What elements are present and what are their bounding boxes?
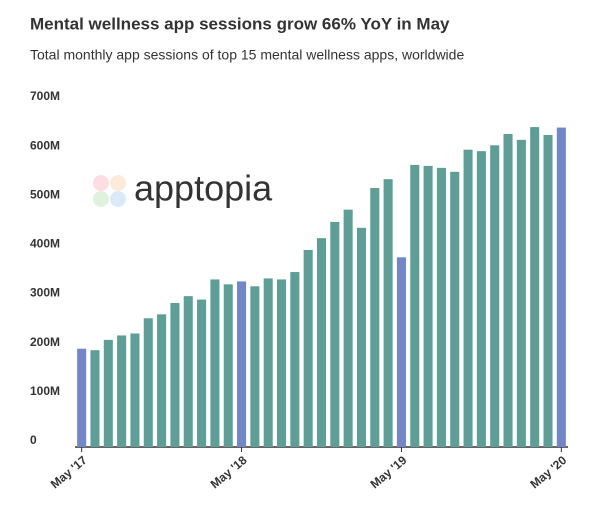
bar xyxy=(250,286,260,447)
chart-title: Mental wellness app sessions grow 66% Yo… xyxy=(30,14,450,33)
y-tick-label: 400M xyxy=(30,237,60,251)
bar xyxy=(77,348,87,447)
y-tick-label: 600M xyxy=(30,138,60,152)
y-tick-label: 500M xyxy=(30,187,60,201)
bar xyxy=(90,350,100,447)
bar xyxy=(503,133,513,447)
watermark-logo xyxy=(93,175,126,207)
bar xyxy=(423,165,433,447)
bar xyxy=(436,167,446,447)
y-tick-label: 0 xyxy=(30,433,37,447)
x-tick-label: May '20 xyxy=(527,453,569,491)
bar xyxy=(356,227,367,447)
bar xyxy=(543,134,553,447)
x-tick-label: May '17 xyxy=(48,453,90,491)
bar xyxy=(463,149,473,447)
bar xyxy=(530,127,540,447)
bar xyxy=(263,278,273,447)
bar xyxy=(330,221,340,447)
bar xyxy=(130,333,140,447)
bar xyxy=(197,299,207,447)
watermark: apptopia xyxy=(134,168,273,209)
bar xyxy=(303,249,313,447)
bar xyxy=(103,339,113,447)
x-tick-label: May '19 xyxy=(368,453,410,491)
bar xyxy=(170,303,180,447)
x-tick-label: May '18 xyxy=(208,453,250,491)
bar xyxy=(383,179,393,447)
bar xyxy=(476,151,486,447)
bar xyxy=(276,279,287,447)
y-tick-label: 100M xyxy=(30,384,60,398)
bar xyxy=(516,139,526,447)
y-tick-label: 300M xyxy=(30,286,60,300)
bar xyxy=(410,164,420,448)
bar xyxy=(143,318,153,447)
bar xyxy=(343,209,353,447)
bar xyxy=(490,145,500,447)
bar xyxy=(157,314,167,447)
bar xyxy=(450,171,460,448)
y-tick-label: 200M xyxy=(30,335,60,349)
bar xyxy=(370,188,380,447)
bar xyxy=(183,296,193,447)
y-tick-label: 700M xyxy=(30,89,60,103)
bar xyxy=(290,272,300,447)
bar xyxy=(316,238,327,447)
bar xyxy=(237,281,247,447)
bar xyxy=(556,127,566,448)
bar xyxy=(210,279,220,447)
chart-subtitle: Total monthly app sessions of top 15 men… xyxy=(30,47,464,63)
bar xyxy=(396,257,406,447)
bar xyxy=(117,335,127,447)
bar xyxy=(223,284,233,447)
